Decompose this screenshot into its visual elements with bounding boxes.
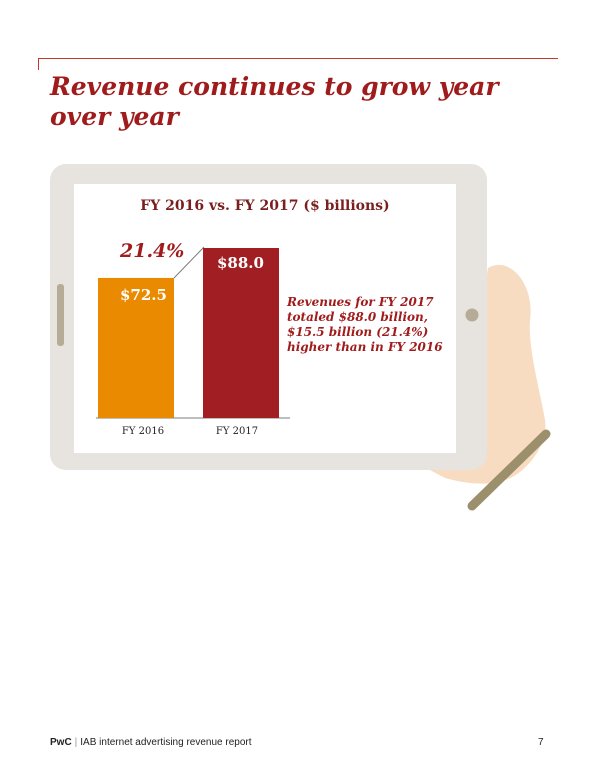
chart-annotation: Revenues for FY 2017 totaled $88.0 billi… bbox=[287, 295, 443, 354]
x-tick-label-fy2016: FY 2016 bbox=[121, 426, 165, 437]
page-title: Revenue continues to grow year over year bbox=[50, 72, 499, 131]
page-number: 7 bbox=[538, 737, 544, 748]
stylus-icon bbox=[467, 429, 551, 511]
tablet-side-button bbox=[57, 284, 64, 346]
corner-rule bbox=[38, 58, 558, 59]
bar-value-label-fy2016: $72.5 bbox=[120, 286, 167, 304]
hand-illustration bbox=[430, 264, 546, 484]
corner-rule-tick bbox=[38, 58, 39, 70]
footer: PwC | IAB internet advertising revenue rep… bbox=[50, 737, 252, 748]
footer-brand: PwC bbox=[50, 737, 72, 748]
bar-value-label-fy2017: $88.0 bbox=[217, 254, 264, 272]
bar-fy2016 bbox=[98, 277, 174, 418]
revenue-chart bbox=[96, 246, 290, 419]
growth-label: 21.4% bbox=[120, 240, 185, 262]
footer-separator: | bbox=[74, 737, 78, 748]
bar-fy2017 bbox=[203, 248, 279, 418]
tablet-home-button bbox=[465, 308, 479, 322]
x-tick-label-fy2017: FY 2017 bbox=[215, 426, 259, 437]
growth-connector bbox=[173, 246, 205, 279]
footer-report-name: IAB internet advertising revenue report bbox=[80, 737, 252, 748]
chart-title: FY 2016 vs. FY 2017 ($ billions) bbox=[140, 198, 390, 214]
